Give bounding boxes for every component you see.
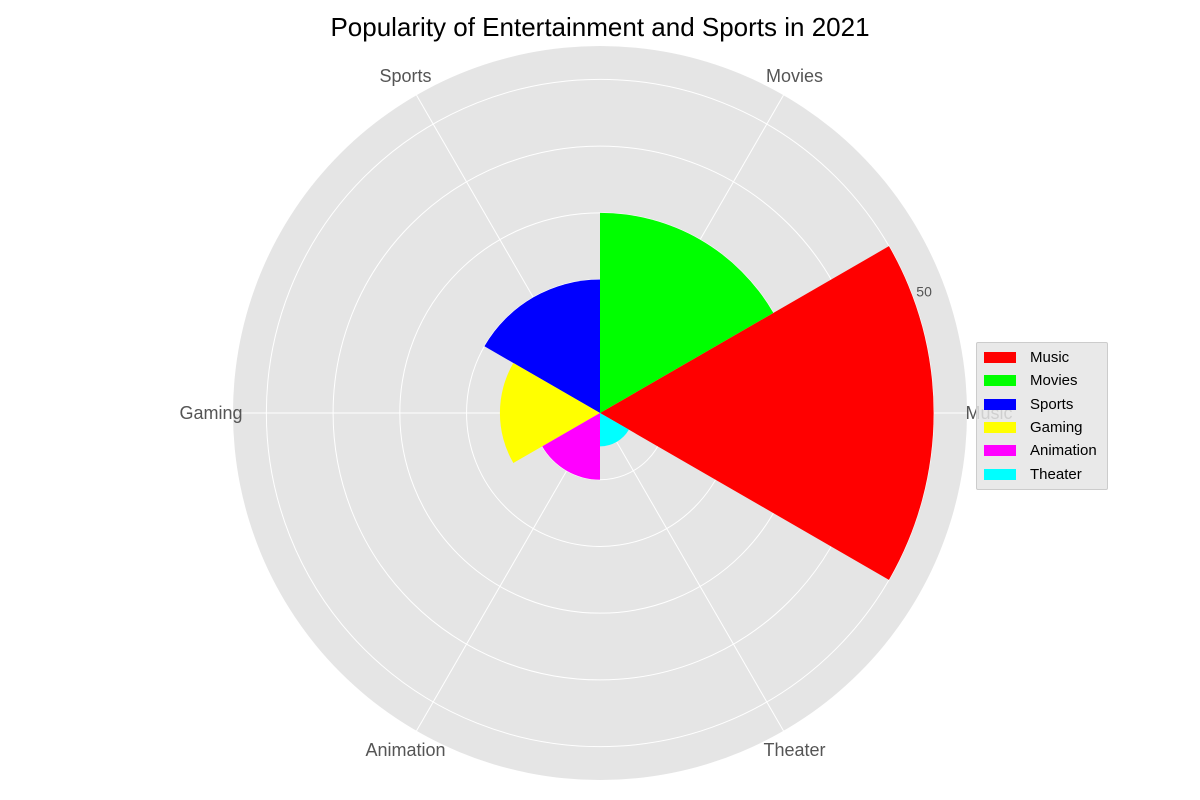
bars	[484, 212, 934, 580]
legend-item-animation: Animation	[977, 439, 1107, 462]
legend-swatch	[984, 375, 1016, 387]
legend-item-theater: Theater	[977, 462, 1107, 485]
bar-animation	[542, 413, 600, 480]
legend-item-music: Music	[977, 346, 1107, 369]
legend-swatch	[984, 352, 1016, 364]
legend: Music Movies Sports Gaming Animation Theater	[976, 342, 1108, 490]
category-label-sports: Sports	[379, 66, 431, 86]
legend-swatch	[984, 398, 1016, 410]
legend-label: Sports	[1030, 395, 1074, 413]
legend-item-gaming: Gaming	[977, 416, 1107, 439]
legend-item-movies: Movies	[977, 369, 1107, 392]
legend-swatch	[984, 422, 1016, 434]
category-label-movies: Movies	[766, 66, 823, 86]
grid-spoke-5	[599, 412, 784, 732]
legend-label: Animation	[1030, 442, 1097, 460]
legend-label: Gaming	[1030, 419, 1083, 437]
legend-label: Movies	[1030, 372, 1078, 390]
bar-theater	[600, 413, 629, 447]
legend-label: Theater	[1030, 465, 1082, 483]
bar-music	[600, 246, 934, 580]
category-label-animation: Animation	[365, 740, 445, 760]
chart-title: Popularity of Entertainment and Sports i…	[330, 12, 870, 42]
r-tick-label-50: 50	[916, 284, 932, 300]
legend-item-sports: Sports	[977, 393, 1107, 416]
legend-label: Music	[1030, 349, 1070, 367]
bar-gaming	[499, 362, 600, 464]
legend-swatch	[984, 468, 1016, 480]
category-label-gaming: Gaming	[179, 403, 242, 423]
bar-movies	[600, 212, 774, 413]
bar-sports	[484, 279, 600, 413]
legend-swatch	[984, 445, 1016, 457]
category-label-theater: Theater	[763, 740, 825, 760]
